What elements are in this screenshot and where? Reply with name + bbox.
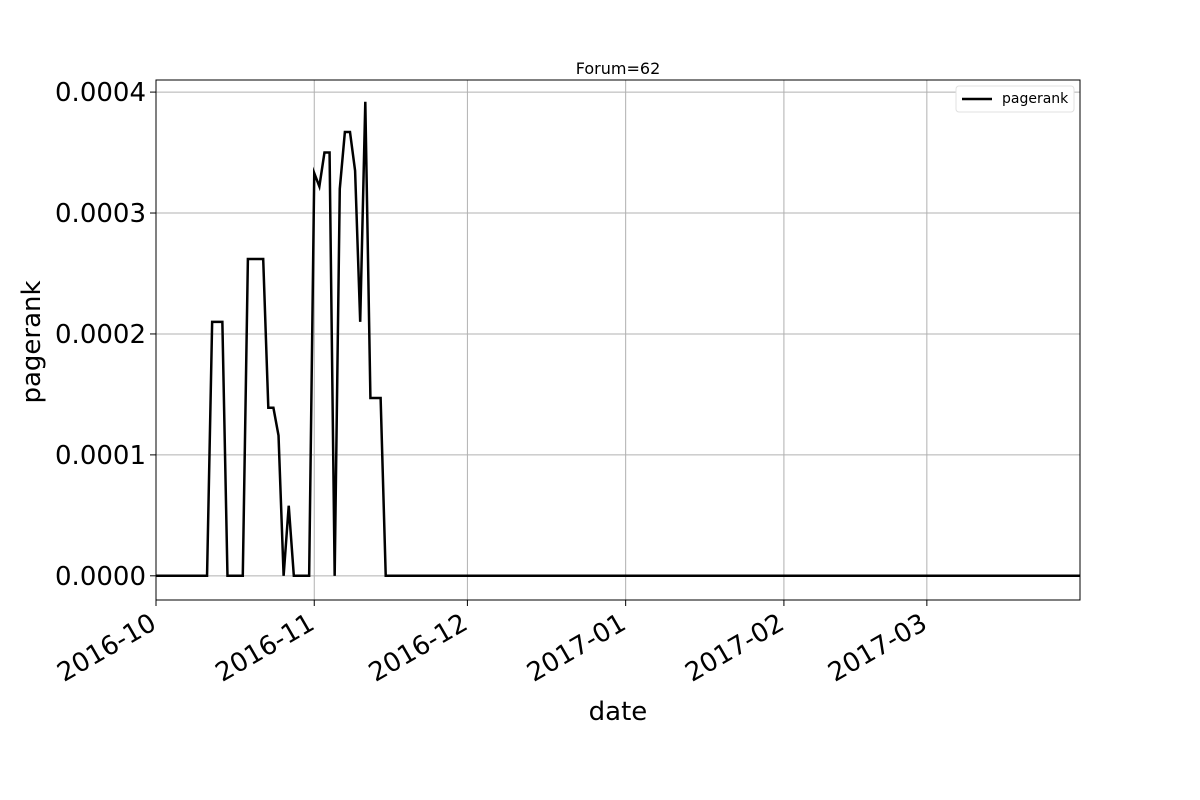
x-tick-label: 2016-12 [364, 608, 473, 688]
y-tick-label: 0.0002 [55, 320, 146, 350]
grid-lines [155, 80, 1080, 600]
chart-title: Forum=62 [576, 59, 661, 78]
legend: pagerank [955, 85, 1075, 113]
y-tick-label: 0.0003 [55, 199, 146, 229]
x-tick-label: 2017-01 [522, 608, 631, 688]
series-layer [156, 101, 1080, 578]
series-line-pagerank [156, 101, 1080, 578]
y-tick-label: 0.0000 [55, 562, 146, 592]
y-axis: 0.0000 0.0001 0.0002 0.0003 0.0004 [55, 78, 156, 592]
x-tick-label: 2017-03 [823, 608, 932, 688]
x-axis-label: date [589, 697, 648, 727]
y-tick-label: 0.0004 [55, 78, 146, 108]
y-tick-label: 0.0001 [55, 441, 146, 471]
y-axis-label: pagerank [17, 280, 47, 403]
x-tick-label: 2016-11 [211, 608, 320, 688]
plot-area [155, 79, 1081, 601]
x-tick-label: 2016-10 [52, 608, 161, 688]
x-axis: 2016-10 2016-11 2016-12 2017-01 2017-02 2017-… [52, 600, 932, 688]
legend-box [955, 85, 1075, 113]
legend-label-pagerank: pagerank [1002, 91, 1069, 107]
x-tick-label: 2017-02 [680, 608, 789, 688]
